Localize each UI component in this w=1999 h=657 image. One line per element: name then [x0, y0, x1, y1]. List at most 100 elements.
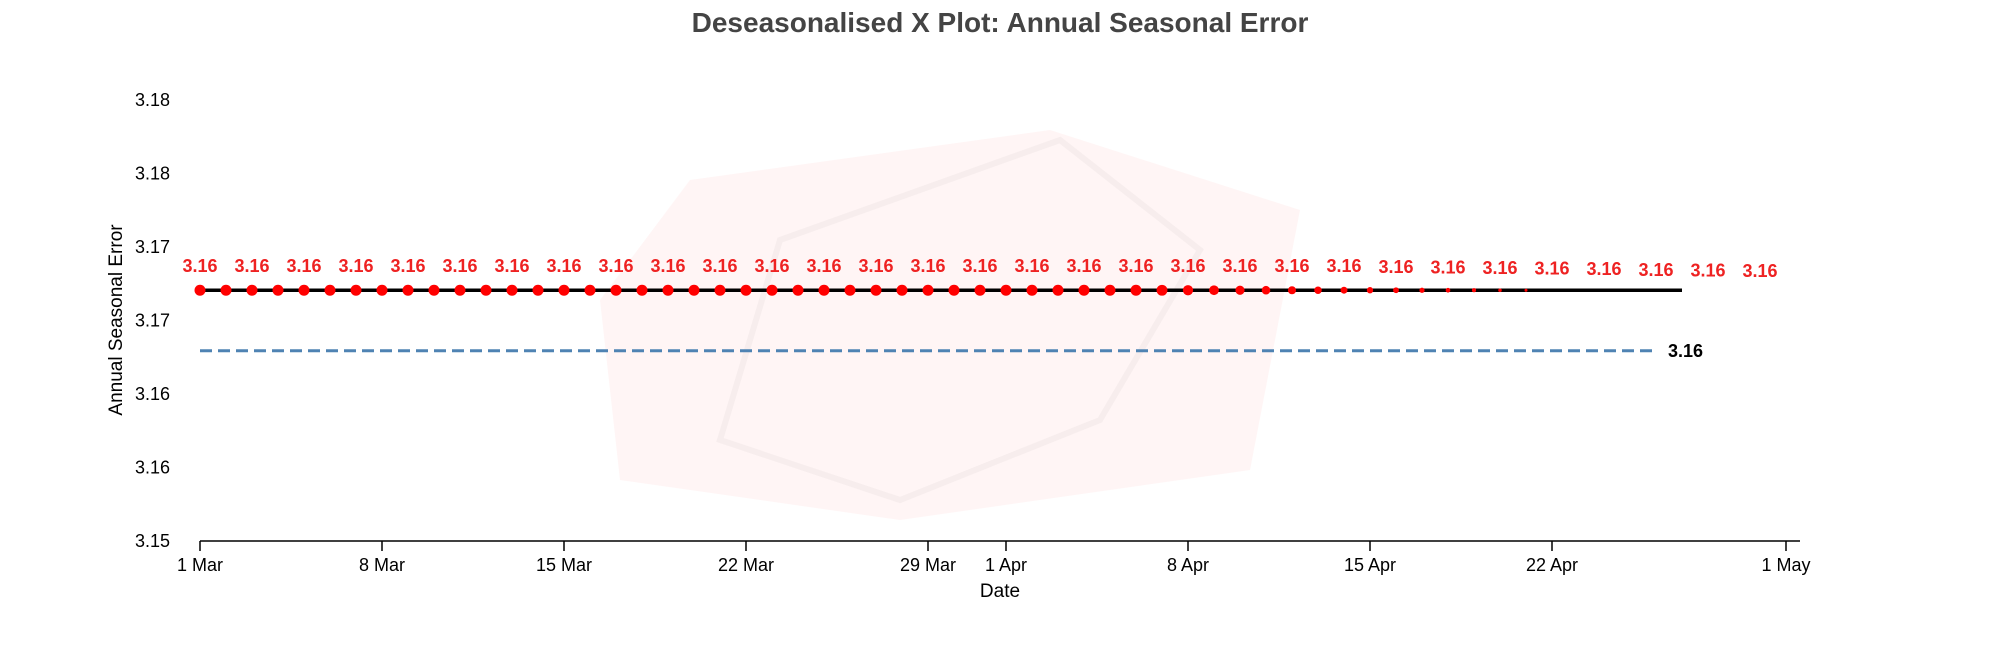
data-point [1156, 284, 1168, 296]
data-point [220, 284, 232, 296]
data-point [1314, 286, 1322, 294]
x-tick-label: 1 Mar [177, 555, 223, 575]
data-point [1287, 286, 1297, 295]
y-tick-label: 3.16 [135, 384, 170, 404]
data-label: 3.16 [338, 256, 373, 276]
data-label: 3.16 [1066, 256, 1101, 276]
data-point [922, 284, 934, 296]
x-tick-label: 22 Apr [1526, 555, 1578, 575]
x-tick-label: 15 Apr [1344, 555, 1396, 575]
data-point [1235, 285, 1245, 295]
data-point [1182, 285, 1194, 296]
y-tick-label: 3.18 [135, 164, 170, 184]
x-ticks: 1 Mar 8 Mar 15 Mar 22 Mar 29 Mar 1 Apr 8 Apr 15… [177, 541, 1811, 575]
data-point [1026, 284, 1038, 296]
x-tick-label: 22 Mar [718, 555, 774, 575]
data-label: 3.16 [1014, 256, 1049, 276]
data-point [1393, 287, 1399, 294]
chart-title: Deseasonalised X Plot: Annual Seasonal E… [692, 7, 1309, 38]
data-point [1261, 285, 1271, 295]
data-label: 3.16 [1534, 259, 1569, 279]
data-label: 3.16 [234, 256, 269, 276]
data-point [1340, 286, 1348, 294]
watermark-logo [600, 130, 1300, 520]
data-point [1052, 284, 1064, 296]
watermark-logo-outline [716, 136, 1204, 504]
data-point [1366, 287, 1374, 294]
data-point [1209, 285, 1219, 296]
y-tick-label: 3.16 [135, 458, 170, 478]
data-label: 3.16 [806, 256, 841, 276]
data-point [194, 284, 206, 296]
y-tick-label: 3.17 [135, 237, 170, 257]
data-point [974, 284, 986, 296]
data-point [584, 284, 596, 296]
data-point [480, 284, 492, 296]
data-point [532, 284, 544, 296]
data-label: 3.16 [754, 256, 789, 276]
x-tick-label: 29 Mar [900, 555, 956, 575]
data-point [636, 284, 648, 296]
y-tick-label: 3.18 [135, 90, 170, 110]
data-point [1078, 284, 1090, 296]
reference-line-group: 3.16 [200, 341, 1703, 361]
data-point [714, 284, 726, 296]
data-label: 3.16 [1482, 258, 1517, 278]
data-label: 3.16 [182, 256, 217, 276]
data-point [402, 284, 414, 296]
data-label: 3.16 [1430, 257, 1465, 277]
y-tick-labels: 3.15 3.16 3.16 3.17 3.17 3.18 3.18 [135, 90, 170, 551]
y-tick-label: 3.15 [135, 531, 170, 551]
data-label: 3.16 [1326, 256, 1361, 276]
data-point [610, 284, 622, 296]
data-label: 3.16 [1222, 256, 1257, 276]
data-label: 3.16 [962, 256, 997, 276]
data-label: 3.16 [546, 256, 581, 276]
x-tick-label: 1 Apr [985, 555, 1027, 575]
data-point [454, 284, 466, 296]
data-point [896, 284, 908, 296]
reference-line-label: 3.16 [1668, 341, 1703, 361]
data-label: 3.16 [858, 256, 893, 276]
x-axis-label: Date [980, 581, 1020, 602]
x-tick-label: 8 Mar [359, 555, 405, 575]
data-point [1471, 288, 1477, 293]
data-point [740, 284, 752, 296]
data-point [688, 284, 700, 296]
data-label: 3.16 [650, 256, 685, 276]
data-point [428, 284, 440, 296]
data-label: 3.16 [1742, 261, 1777, 281]
data-point [818, 284, 830, 296]
data-point [272, 284, 284, 296]
data-point [1104, 284, 1116, 296]
data-point [1524, 288, 1528, 292]
data-point [844, 284, 856, 296]
data-point [870, 284, 882, 296]
data-point [948, 284, 960, 296]
data-point [1130, 284, 1142, 296]
data-label: 3.16 [1690, 260, 1725, 280]
data-point [376, 284, 388, 296]
data-label: 3.16 [1274, 256, 1309, 276]
data-label: 3.16 [1378, 257, 1413, 277]
data-point [506, 284, 518, 296]
x-tick-label: 15 Mar [536, 555, 592, 575]
data-point [1419, 287, 1425, 293]
data-label: 3.16 [1586, 259, 1621, 279]
data-label: 3.16 [598, 256, 633, 276]
data-label: 3.16 [910, 256, 945, 276]
data-point [792, 284, 804, 296]
series-group: 3.16 3.16 3.16 3.16 3.16 3.16 3.16 3.16 3.16 3.16… [182, 256, 1778, 296]
x-tick-label: 8 Apr [1167, 555, 1209, 575]
data-point [298, 284, 310, 296]
data-point [766, 284, 778, 296]
data-point [350, 284, 362, 296]
data-point [246, 284, 258, 296]
data-point [662, 284, 674, 296]
data-point [324, 284, 336, 296]
data-point [1498, 288, 1502, 293]
x-tick-label: 1 May [1761, 555, 1810, 575]
data-label: 3.16 [390, 256, 425, 276]
data-point [1000, 284, 1012, 296]
